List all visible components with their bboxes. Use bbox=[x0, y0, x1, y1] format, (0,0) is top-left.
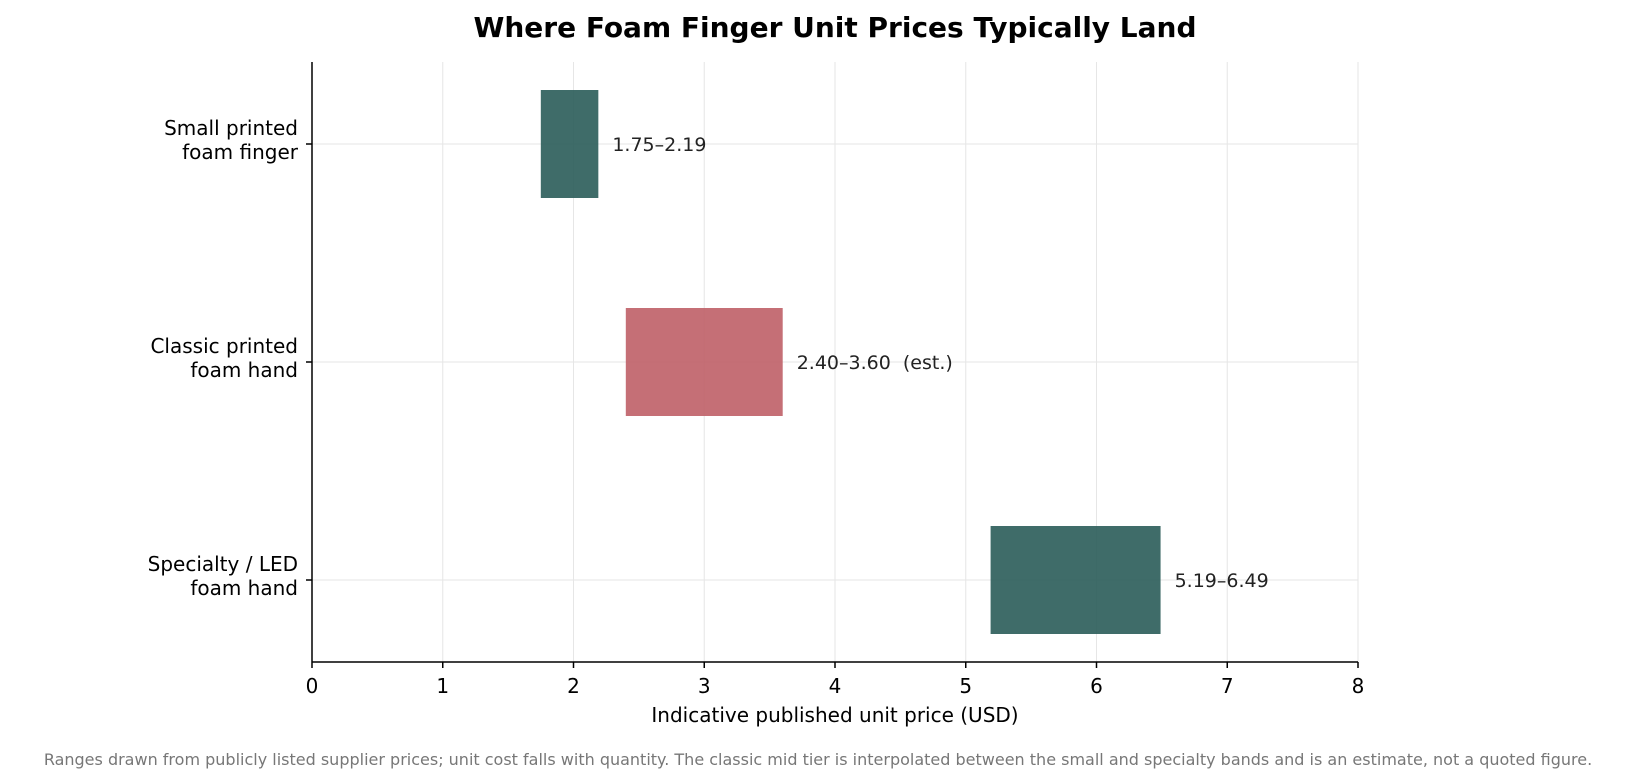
x-tick-label: 2 bbox=[567, 674, 580, 698]
axes bbox=[306, 62, 1359, 668]
category-label: foam finger bbox=[182, 140, 299, 164]
category-label: foam hand bbox=[190, 576, 298, 600]
x-tick-label: 8 bbox=[1352, 674, 1365, 698]
footnote: Ranges drawn from publicly listed suppli… bbox=[44, 750, 1592, 769]
x-tick-label: 3 bbox=[698, 674, 711, 698]
category-label: Classic printed bbox=[150, 334, 298, 358]
x-tick-label: 1 bbox=[436, 674, 449, 698]
range-bar bbox=[625, 308, 783, 416]
range-bar bbox=[990, 526, 1161, 634]
category-label: Specialty / LED bbox=[148, 552, 298, 576]
category-label: foam hand bbox=[190, 358, 298, 382]
x-tick-label: 6 bbox=[1090, 674, 1103, 698]
range-bar bbox=[540, 90, 599, 198]
x-tick-label: 5 bbox=[959, 674, 972, 698]
bar-value-label: 2.40–3.60 (est.) bbox=[797, 352, 953, 374]
bars bbox=[540, 90, 1161, 634]
bar-value-label: 5.19–6.49 bbox=[1175, 570, 1269, 592]
chart-title: Where Foam Finger Unit Prices Typically … bbox=[473, 11, 1196, 44]
category-label: Small printed bbox=[164, 116, 298, 140]
x-tick-label: 0 bbox=[306, 674, 319, 698]
bar-value-label: 1.75–2.19 bbox=[612, 134, 706, 156]
x-tick-label: 7 bbox=[1221, 674, 1234, 698]
x-tick-label: 4 bbox=[829, 674, 842, 698]
x-axis-label: Indicative published unit price (USD) bbox=[651, 703, 1018, 727]
